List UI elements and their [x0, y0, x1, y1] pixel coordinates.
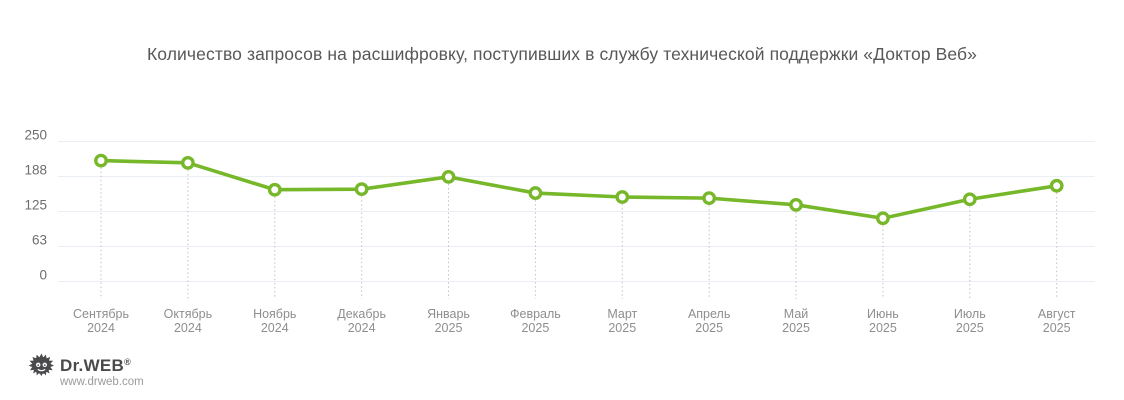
x-axis-label-month: Сентябрь	[73, 307, 129, 321]
data-point-marker	[789, 197, 803, 212]
data-point-marker	[702, 191, 717, 206]
x-axis-label-year: 2024	[174, 321, 202, 335]
data-points	[94, 153, 1064, 226]
data-point-marker	[180, 155, 195, 170]
x-axis-label-year: 2025	[695, 321, 723, 335]
y-axis-label: 188	[24, 163, 47, 178]
x-axis-label-year: 2025	[869, 321, 897, 335]
data-point-marker	[962, 192, 977, 207]
y-axis-label: 125	[24, 198, 47, 213]
data-point-marker	[615, 190, 630, 204]
grid-lines	[58, 141, 1095, 282]
data-point-marker	[267, 182, 282, 197]
x-axis-labels: Сентябрь2024Октябрь2024Ноябрь2024Декабрь…	[73, 307, 1076, 335]
x-axis-label-month: Декабрь	[337, 307, 386, 321]
x-axis-label-year: 2024	[87, 321, 115, 335]
x-axis-label-year: 2025	[435, 321, 463, 335]
x-axis-label-month: Октябрь	[164, 307, 212, 321]
series-line	[99, 158, 1059, 221]
x-axis-label-year: 2025	[1043, 321, 1071, 335]
drweb-logo: Dr.WEB® www.drweb.com	[28, 353, 144, 389]
x-axis-label-month: Июль	[954, 307, 986, 321]
x-axis-label-year: 2025	[782, 321, 810, 335]
x-axis-label-year: 2024	[261, 321, 289, 335]
x-axis-label-month: Февраль	[510, 307, 561, 321]
drweb-wordmark: Dr.WEB®	[60, 356, 132, 375]
x-axis-label-month: Январь	[427, 307, 470, 321]
x-axis-label-year: 2025	[521, 321, 549, 335]
x-axis-label-month: Май	[784, 307, 809, 321]
y-axis-labels: 250 188 125 63 0	[24, 128, 47, 283]
data-point-marker	[354, 182, 369, 197]
x-axis-label-month: Июнь	[867, 307, 899, 321]
x-axis-label-month: Август	[1038, 307, 1076, 321]
x-axis-label-month: Апрель	[688, 307, 730, 321]
drweb-url: www.drweb.com	[60, 376, 144, 388]
y-axis-label: 250	[24, 128, 47, 143]
x-axis-label-month: Март	[607, 307, 637, 321]
x-axis-label-month: Ноябрь	[253, 307, 296, 321]
data-point-marker	[876, 211, 890, 226]
data-point-marker	[528, 186, 543, 200]
registered-mark: ®	[124, 357, 132, 367]
series-polyline	[99, 158, 1059, 221]
x-axis-label-year: 2025	[956, 321, 984, 335]
x-axis-label-year: 2025	[608, 321, 636, 335]
data-point-marker	[441, 169, 456, 184]
data-point-marker	[94, 153, 108, 168]
y-axis-label: 0	[39, 268, 47, 283]
y-axis-label: 63	[32, 233, 47, 248]
drop-lines	[100, 167, 1058, 299]
spider-icon	[28, 353, 55, 377]
data-point-marker	[1049, 178, 1064, 193]
chart-title: Количество запросов на расшифровку, пост…	[147, 44, 977, 64]
x-axis-label-year: 2024	[348, 321, 376, 335]
